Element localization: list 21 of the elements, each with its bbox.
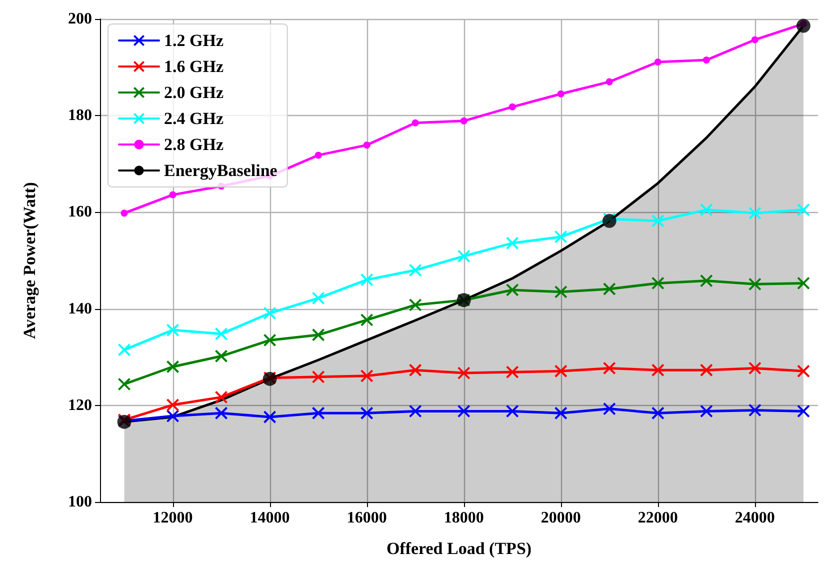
y-tick-label: 200 — [68, 10, 92, 28]
legend-label: 2.4 GHz — [164, 109, 224, 128]
x-tick-label: 20000 — [540, 510, 581, 526]
x-tick-label: 14000 — [250, 510, 290, 526]
x-tick-label: 12000 — [152, 510, 193, 526]
y-tick-label: 180 — [68, 107, 92, 124]
y-tick-label: 120 — [68, 396, 92, 414]
y-tick-label: 160 — [68, 204, 92, 221]
y-axis-title: Average Power(Watt) — [20, 182, 39, 339]
x-tick-label: 24000 — [734, 510, 775, 526]
y-tick-label: 100 — [68, 494, 92, 510]
y-tick-label: 140 — [68, 300, 92, 318]
x-tick-label: 16000 — [346, 510, 387, 526]
x-tick-label: 22000 — [638, 510, 678, 526]
legend-label: 2.0 GHz — [164, 83, 224, 102]
x-tick-label: 18000 — [444, 510, 484, 526]
x-axis-title: Offered Load (TPS) — [386, 539, 532, 558]
legend-label: 1.6 GHz — [164, 57, 224, 76]
legend-label: 2.8 GHz — [164, 135, 224, 154]
legend-label: EnergyBaseline — [164, 161, 278, 180]
legend-label: 1.2 GHz — [164, 31, 224, 50]
